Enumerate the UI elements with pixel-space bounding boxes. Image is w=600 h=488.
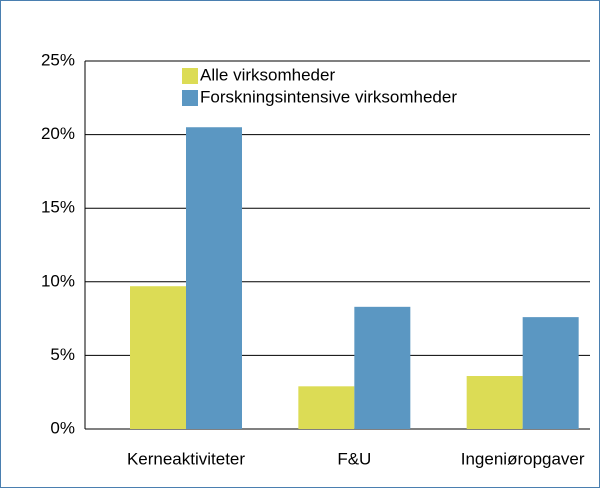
bar <box>522 317 579 429</box>
legend-swatch <box>182 68 198 84</box>
bar <box>354 306 411 429</box>
y-tick-label: 10% <box>41 271 75 290</box>
y-tick-label: 20% <box>41 124 75 143</box>
bar <box>298 386 355 429</box>
x-tick-label: Kerneaktiviteter <box>127 449 245 468</box>
bar <box>130 286 186 429</box>
legend-label: Forskningsintensive virksomheder <box>200 87 457 106</box>
bar <box>466 376 523 429</box>
legend-swatch <box>182 90 198 106</box>
y-tick-label: 15% <box>41 198 75 217</box>
x-tick-label: Ingeniøropgaver <box>461 449 585 468</box>
y-tick-label: 0% <box>50 418 75 437</box>
legend-label: Alle virksomheder <box>200 65 335 84</box>
y-tick-label: 5% <box>50 345 75 364</box>
x-tick-label: F&U <box>337 449 371 468</box>
bar <box>186 127 242 430</box>
y-tick-label: 25% <box>41 50 75 69</box>
